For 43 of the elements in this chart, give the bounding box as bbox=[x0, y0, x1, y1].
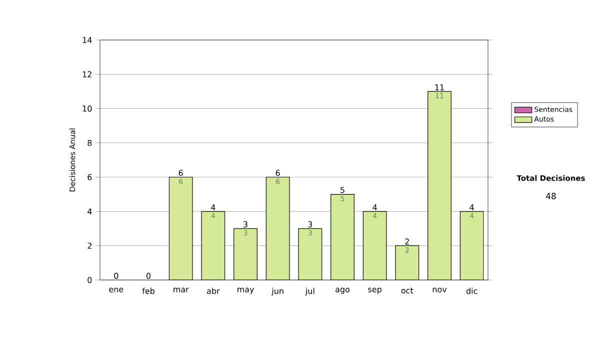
y-tick-label: 0 bbox=[88, 276, 92, 284]
total-label: 6 bbox=[178, 170, 183, 176]
y-tick-label: 2 bbox=[88, 242, 92, 249]
y-tick-label: 10 bbox=[82, 106, 92, 112]
total-label: 5 bbox=[340, 187, 344, 194]
x-tick-label: jul bbox=[305, 288, 314, 296]
bar bbox=[330, 194, 354, 280]
x-tick-label: dic bbox=[466, 288, 478, 294]
x-tick-label: ago bbox=[336, 288, 350, 294]
bar bbox=[396, 246, 419, 280]
y-tick-label: 8 bbox=[88, 140, 92, 146]
x-tick-label: sep bbox=[368, 288, 382, 294]
x-tick-label: mar bbox=[174, 288, 189, 292]
bar bbox=[266, 177, 290, 280]
bar bbox=[298, 228, 322, 280]
bar bbox=[428, 91, 452, 280]
x-tick-label: jun bbox=[272, 288, 284, 296]
y-tick-label: 6 bbox=[88, 174, 92, 180]
x-tick-label: feb bbox=[142, 288, 154, 294]
x-tick-label: nov bbox=[432, 288, 447, 292]
bar bbox=[363, 211, 386, 280]
x-tick-label: may bbox=[238, 288, 254, 294]
total-label: 4 bbox=[470, 204, 474, 210]
total-label: 0 bbox=[146, 272, 151, 279]
total-label: 6 bbox=[276, 170, 280, 176]
total-label: 4 bbox=[372, 204, 377, 210]
total-label: 3 bbox=[308, 221, 312, 228]
text: 48 bbox=[546, 192, 556, 200]
bar bbox=[169, 177, 192, 280]
x-tick-label: abr bbox=[207, 288, 220, 294]
y-tick-label: 14 bbox=[82, 37, 92, 43]
bar bbox=[202, 211, 225, 280]
bar bbox=[234, 228, 258, 280]
x-tick-label: oct bbox=[401, 288, 414, 294]
total-label: 2 bbox=[405, 238, 409, 245]
y-tick-label: 12 bbox=[82, 71, 92, 78]
bar bbox=[460, 211, 484, 280]
total-label: 4 bbox=[211, 204, 216, 210]
total-label: 11 bbox=[435, 84, 444, 90]
x-tick-label: ene bbox=[109, 288, 124, 292]
total-label: 0 bbox=[114, 272, 118, 279]
y-tick-label: 4 bbox=[88, 208, 92, 214]
total-label: 3 bbox=[244, 221, 248, 228]
